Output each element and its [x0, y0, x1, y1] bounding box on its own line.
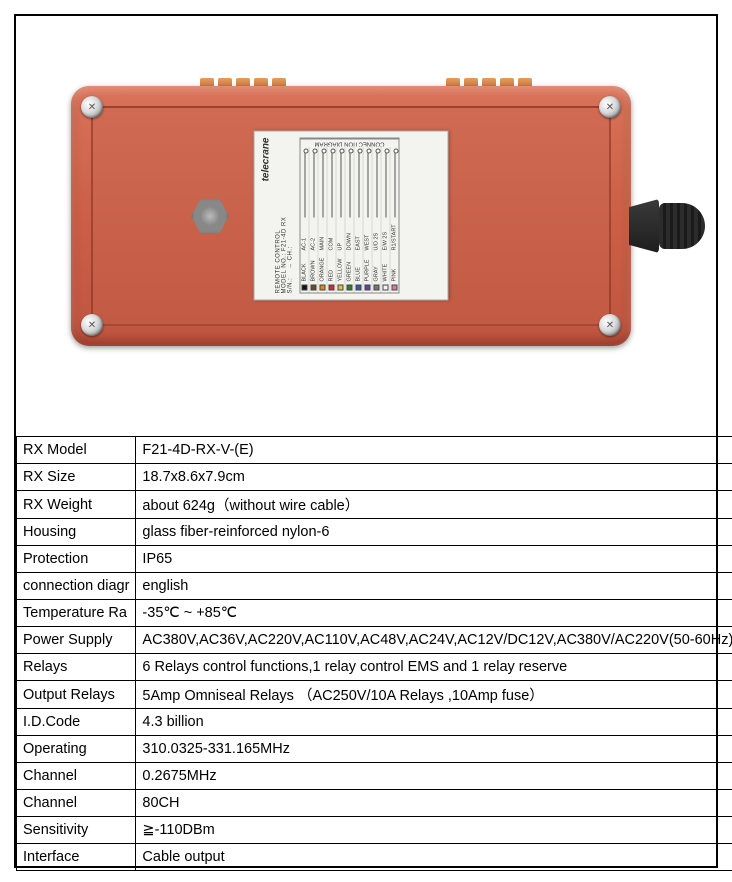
- spec-key: Operating: [17, 736, 136, 763]
- spec-key: RX Weight: [17, 491, 136, 519]
- spec-key: Power Supply: [17, 627, 136, 654]
- spec-value: 80CH: [136, 790, 732, 817]
- table-row: RX Size18.7x8.6x7.9cm: [17, 464, 732, 491]
- diagram-title: CONNECTION DIAGRAM: [301, 139, 399, 148]
- diagram-row: YELLOWUP: [337, 148, 346, 293]
- table-row: Housingglass fiber-reinforced nylon-6: [17, 519, 732, 546]
- cable-gland: [629, 194, 709, 258]
- spec-key: RX Size: [17, 464, 136, 491]
- product-image-area: telecrane REMOTE CONTROL MODEL NO.: F21-…: [16, 16, 716, 436]
- spec-value: IP65: [136, 546, 732, 573]
- spec-key: Housing: [17, 519, 136, 546]
- spec-key: Protection: [17, 546, 136, 573]
- document-frame: telecrane REMOTE CONTROL MODEL NO.: F21-…: [14, 14, 718, 868]
- connection-diagram: BLACKAC-1BROWNAC-2ORANGEMAINREDCOMYELLOW…: [300, 138, 400, 294]
- table-row: RX Weightabout 624g（without wire cable）: [17, 491, 732, 519]
- spec-key: I.D.Code: [17, 709, 136, 736]
- screw-icon: [599, 314, 621, 336]
- spec-value: english: [136, 573, 732, 600]
- table-row: Channel0.2675MHz: [17, 763, 732, 790]
- spec-value: 5Amp Omniseal Relays （AC250V/10A Relays …: [136, 681, 732, 709]
- spec-value: 18.7x8.6x7.9cm: [136, 464, 732, 491]
- table-row: Operating310.0325-331.165MHz: [17, 736, 732, 763]
- table-row: ProtectionIP65: [17, 546, 732, 573]
- spec-value: 6 Relays control functions,1 relay contr…: [136, 654, 732, 681]
- spec-value: 310.0325-331.165MHz: [136, 736, 732, 763]
- table-row: Power SupplyAC380V,AC36V,AC220V,AC110V,A…: [17, 627, 732, 654]
- brand-logo: telecrane: [261, 138, 272, 294]
- spec-value: 0.2675MHz: [136, 763, 732, 790]
- table-row: Channel80CH: [17, 790, 732, 817]
- spec-value: ≧-110DBm: [136, 817, 732, 844]
- spec-key: Sensitivity: [17, 817, 136, 844]
- diagram-row: GRAYU/D 2S: [373, 148, 382, 293]
- table-row: RX ModelF21-4D-RX-V-(E): [17, 437, 732, 464]
- spec-key: Output Relays: [17, 681, 136, 709]
- diagram-row: REDCOM: [328, 148, 337, 293]
- spec-key: Relays: [17, 654, 136, 681]
- spec-key: Temperature Ra: [17, 600, 136, 627]
- spec-key: RX Model: [17, 437, 136, 464]
- spec-value: F21-4D-RX-V-(E): [136, 437, 732, 464]
- diagram-row: PINKR1/START: [391, 148, 399, 293]
- spec-key: connection diagr: [17, 573, 136, 600]
- spec-value: 4.3 billion: [136, 709, 732, 736]
- diagram-row: BLUEEAST: [355, 148, 364, 293]
- spec-key: Channel: [17, 763, 136, 790]
- screw-icon: [599, 96, 621, 118]
- spec-value: Cable output: [136, 844, 732, 871]
- screw-icon: [81, 96, 103, 118]
- spec-value: AC380V,AC36V,AC220V,AC110V,AC48V,AC24V,A…: [136, 627, 732, 654]
- table-row: Sensitivity≧-110DBm: [17, 817, 732, 844]
- table-row: Output Relays5Amp Omniseal Relays （AC250…: [17, 681, 732, 709]
- table-row: Temperature Ra-35℃ ~ +85℃: [17, 600, 732, 627]
- device: telecrane REMOTE CONTROL MODEL NO.: F21-…: [71, 86, 661, 366]
- spec-value: glass fiber-reinforced nylon-6: [136, 519, 732, 546]
- diagram-row: BROWNAC-2: [310, 148, 319, 293]
- diagram-row: GREENDOWN: [346, 148, 355, 293]
- diagram-row: BLACKAC-1: [301, 148, 310, 293]
- diagram-row: WHITEE/W 2S: [382, 148, 391, 293]
- diagram-row: ORANGEMAIN: [319, 148, 328, 293]
- table-row: Relays6 Relays control functions,1 relay…: [17, 654, 732, 681]
- spec-value: -35℃ ~ +85℃: [136, 600, 732, 627]
- table-row: I.D.Code4.3 billion: [17, 709, 732, 736]
- device-body: telecrane REMOTE CONTROL MODEL NO.: F21-…: [71, 86, 631, 346]
- spec-key: Interface: [17, 844, 136, 871]
- table-row: InterfaceCable output: [17, 844, 732, 871]
- label-sn: S/N.: → CH.:: [288, 138, 294, 294]
- spec-key: Channel: [17, 790, 136, 817]
- spec-value: about 624g（without wire cable）: [136, 491, 732, 519]
- device-label: telecrane REMOTE CONTROL MODEL NO.: F21-…: [254, 131, 449, 301]
- diagram-row: PURPLEWEST: [364, 148, 373, 293]
- table-row: connection diagrenglish: [17, 573, 732, 600]
- screw-icon: [81, 314, 103, 336]
- spec-table: RX ModelF21-4D-RX-V-(E)RX Size18.7x8.6x7…: [16, 436, 732, 871]
